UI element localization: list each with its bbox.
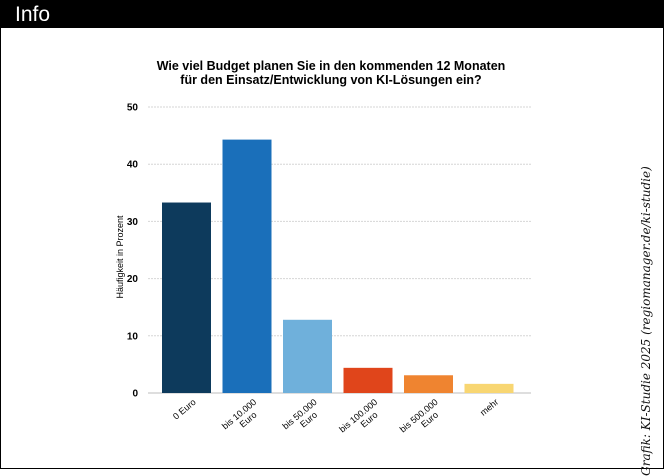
header-title: Info (15, 3, 51, 26)
bar (162, 202, 211, 393)
bar (222, 139, 272, 393)
y-tick-label: 50 (127, 103, 139, 114)
bars (162, 139, 514, 393)
y-tick-label: 20 (127, 274, 139, 285)
y-axis-label: Häufigkeit in Prozent (115, 215, 125, 299)
y-tick-label: 0 (132, 389, 138, 400)
x-tick-label: mehr (478, 397, 500, 418)
y-tick-label: 40 (127, 160, 139, 171)
x-tick-label: 0 Euro (171, 397, 198, 422)
x-axis-ticks: 0 Euro bis 10.000Euro bis 50.000Euro bis 10… (171, 397, 500, 442)
y-tick-label: 30 (127, 217, 139, 228)
bar (343, 367, 393, 393)
chart-title: Wie viel Budget planen Sie in den kommen… (156, 59, 506, 87)
bar-chart: 0 10 20 30 40 50 0 Euro bis 10.000Euro bis 50.0… (115, 103, 531, 442)
header-bar: Info (1, 1, 663, 28)
x-tick-label: bis 50.000Euro (281, 397, 326, 439)
bar (404, 375, 453, 393)
x-tick-label: bis 100.000Euro (337, 397, 386, 442)
y-tick-label: 10 (127, 331, 139, 342)
y-axis-ticks: 0 10 20 30 40 50 (127, 103, 139, 400)
credit-text: Grafik: KI-Studie 2025 (regiomanager.de/… (639, 166, 653, 476)
bar (464, 383, 514, 393)
x-tick-label: bis 10.000Euro (220, 397, 265, 439)
bar (283, 319, 332, 393)
x-tick-label: bis 500.000Euro (398, 397, 447, 442)
